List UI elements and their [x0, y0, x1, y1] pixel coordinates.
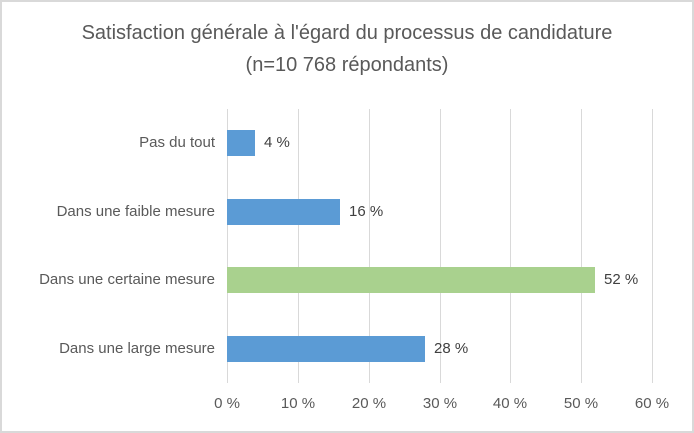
- gridline: [652, 109, 653, 383]
- x-axis-label: 40 %: [492, 395, 528, 412]
- x-axis-label: 0 %: [214, 395, 240, 412]
- gridline: [298, 109, 299, 383]
- category-label: Pas du tout: [139, 134, 215, 151]
- value-label: 52 %: [604, 271, 639, 288]
- value-label: 28 %: [434, 340, 469, 357]
- chart-title: Satisfaction générale à l'égard du proce…: [81, 22, 613, 76]
- x-axis-label: 60 %: [634, 395, 670, 412]
- bar: [227, 336, 425, 362]
- category-label: Dans une large mesure: [59, 340, 215, 357]
- gridline: [369, 109, 370, 383]
- x-axis-label: 50 %: [563, 395, 599, 412]
- x-axis-label: 10 %: [280, 395, 316, 412]
- gridline: [227, 109, 228, 383]
- gridline: [510, 109, 511, 383]
- bar: [227, 267, 595, 293]
- category-label: Dans une certaine mesure: [39, 271, 215, 288]
- plot-area: [227, 109, 653, 383]
- x-axis-label: 30 %: [422, 395, 458, 412]
- x-axis-label: 20 %: [351, 395, 387, 412]
- gridline: [440, 109, 441, 383]
- value-label: 4 %: [264, 134, 290, 151]
- gridline: [581, 109, 582, 383]
- bar: [227, 130, 255, 156]
- value-label: 16 %: [349, 203, 384, 220]
- category-label: Dans une faible mesure: [56, 203, 215, 220]
- bar: [227, 199, 340, 225]
